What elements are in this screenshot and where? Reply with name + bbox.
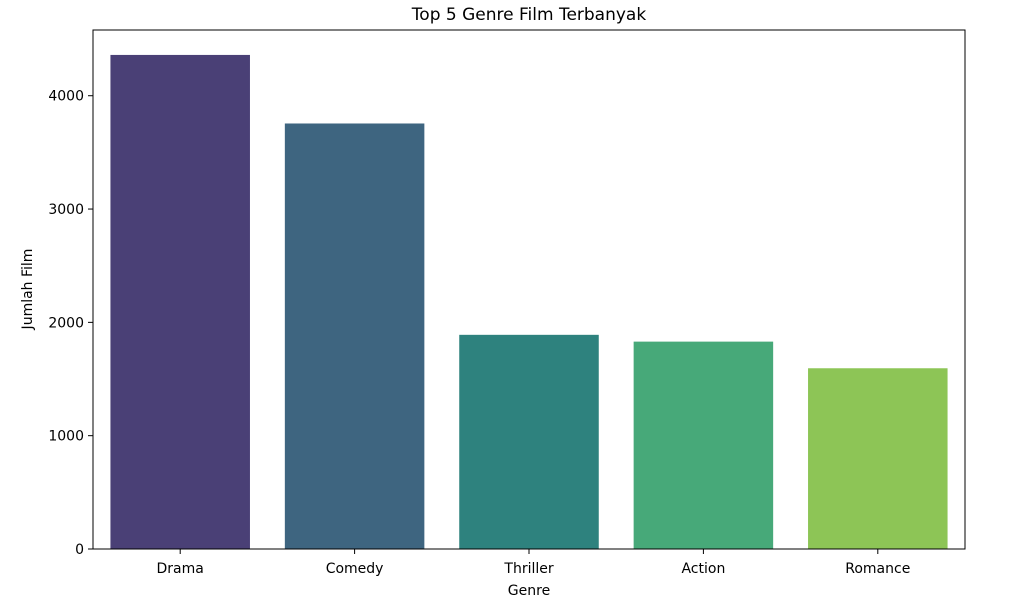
x-axis: Drama Comedy Thriller Action Romance — [157, 549, 910, 577]
bars-group — [110, 54, 948, 550]
y-tick-label-3000: 3000 — [48, 202, 84, 218]
bar-action — [633, 341, 774, 549]
y-tick-label-0: 0 — [75, 542, 84, 558]
y-axis: 0 1000 2000 3000 4000 — [48, 89, 93, 558]
y-axis-label: Jumlah Film — [20, 249, 36, 331]
chart-title: Top 5 Genre Film Terbanyak — [411, 5, 647, 25]
bar-drama — [110, 54, 250, 550]
bar-comedy — [284, 123, 425, 550]
y-tick-label-1000: 1000 — [48, 429, 84, 445]
x-tick-label-comedy: Comedy — [326, 561, 384, 577]
x-tick-label-drama: Drama — [157, 561, 204, 577]
x-axis-label: Genre — [508, 583, 550, 599]
x-tick-label-action: Action — [681, 561, 725, 577]
bar-thriller — [459, 334, 599, 549]
x-tick-label-romance: Romance — [845, 561, 910, 577]
x-tick-label-thriller: Thriller — [503, 561, 553, 577]
bar-romance — [808, 368, 948, 549]
y-tick-label-2000: 2000 — [48, 315, 84, 331]
y-tick-label-4000: 4000 — [48, 89, 84, 105]
